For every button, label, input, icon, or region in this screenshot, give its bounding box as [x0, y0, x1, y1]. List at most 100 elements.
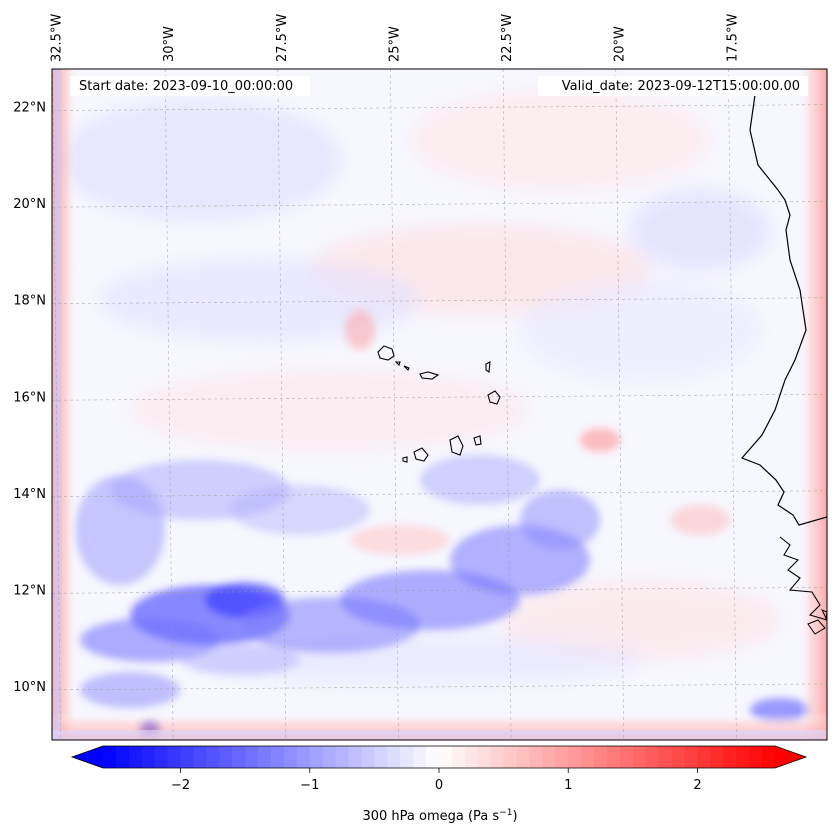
colorbar-cell-51: [762, 746, 776, 768]
lon-label-3: 25°W: [387, 26, 402, 62]
lat-label-1: 20°N: [13, 197, 46, 212]
colorbar-cell-1: [115, 746, 130, 768]
colorbar-tick-label-1: −1: [300, 778, 319, 793]
longitude-labels: 32.5°W 30°W 27.5°W 25°W 22.5°W 20°W 17.5°W: [50, 14, 741, 62]
colorbar-cell-49: [736, 746, 750, 768]
colorbar-tick-label-3: 1: [564, 778, 572, 793]
colorbar-cell-3: [141, 746, 156, 768]
colorbar-cell-13: [271, 746, 285, 768]
colorbar-cell-9: [219, 746, 233, 768]
omega-field-broad: [60, 90, 780, 685]
lat-label-5: 12°N: [13, 583, 46, 598]
colorbar-cell-44: [671, 746, 686, 768]
map-frame: [51, 68, 828, 741]
lat-label-3: 16°N: [13, 390, 46, 405]
start-date-box: [70, 76, 310, 96]
colorbar-cell-25: [426, 746, 440, 768]
colorbar-cell-0: [103, 746, 117, 768]
colorbar-tick-label-2: 0: [435, 778, 443, 793]
colorbar-cell-32: [516, 746, 531, 768]
colorbar-cell-42: [645, 746, 660, 768]
colorbar-cell-37: [581, 746, 595, 768]
colorbar-cell-11: [245, 746, 259, 768]
colorbar-cell-8: [206, 746, 220, 768]
colorbar-cell-21: [374, 746, 388, 768]
colorbar-cell-31: [503, 746, 518, 768]
colorbar-cell-43: [658, 746, 673, 768]
meridian-line-3: [390, 69, 399, 740]
colorbar-cell-20: [361, 746, 375, 768]
colorbar-cell-45: [684, 746, 699, 768]
colorbar-cell-14: [283, 746, 298, 768]
meridian-line-4: [502, 69, 512, 740]
lon-label-5: 20°W: [613, 26, 628, 62]
map-panel: Start date: 2023-09-10_00:00:00 Valid_da…: [13, 14, 828, 741]
colorbar-cell-4: [154, 746, 169, 768]
colorbar-cell-46: [697, 746, 711, 768]
colorbar-cell-10: [232, 746, 246, 768]
colorbar-cell-26: [439, 746, 453, 768]
meridian-line-5: [615, 69, 625, 740]
colorbar-cell-33: [529, 746, 543, 768]
colorbar-cell-40: [619, 746, 634, 768]
colorbar-cells: [103, 746, 776, 768]
lat-label-6: 10°N: [13, 680, 46, 695]
colorbar-cell-36: [568, 746, 582, 768]
colorbar-extend-max: [775, 746, 806, 768]
valid-date-label: Valid_date: 2023-09-12T15:00:00.00: [562, 79, 800, 94]
valid-date-box: [538, 76, 808, 96]
colorbar-tick-label-4: 2: [693, 778, 701, 793]
colorbar-outline: [70, 745, 808, 769]
colorbar: −2 −1 0 1 2 300 hPa omega (Pa s−1): [70, 745, 808, 824]
colorbar-cell-28: [464, 746, 479, 768]
colorbar-cell-12: [258, 746, 272, 768]
colorbar-cell-34: [542, 746, 556, 768]
gridlines: [52, 69, 827, 740]
colorbar-cell-30: [490, 746, 505, 768]
lon-label-1: 30°W: [162, 26, 177, 62]
lon-label-0: 32.5°W: [50, 14, 65, 62]
colorbar-cell-23: [400, 746, 414, 768]
colorbar-cell-7: [193, 746, 207, 768]
colorbar-cell-18: [335, 746, 350, 768]
colorbar-cell-6: [180, 746, 195, 768]
latitude-labels: 22°N 20°N 18°N 16°N 14°N 12°N 10°N: [13, 101, 46, 695]
colorbar-cell-16: [309, 746, 324, 768]
lon-label-6: 17.5°W: [725, 14, 740, 62]
colorbar-cell-5: [167, 746, 182, 768]
colorbar-cell-39: [607, 746, 621, 768]
omega-field-band: [75, 310, 810, 738]
colorbar-cell-27: [451, 746, 466, 768]
meridian-line-1: [164, 69, 174, 740]
colorbar-label: 300 hPa omega (Pa s−1): [362, 808, 517, 824]
lon-label-4: 22.5°W: [500, 14, 515, 62]
colorbar-cell-35: [555, 746, 569, 768]
colorbar-extend-min: [72, 746, 103, 768]
lon-label-2: 27.5°W: [275, 14, 290, 62]
colorbar-tick-label-0: −2: [171, 778, 190, 793]
colorbar-cell-19: [348, 746, 363, 768]
colorbar-cell-22: [387, 746, 401, 768]
colorbar-cell-15: [296, 746, 311, 768]
meridian-line-2: [277, 69, 287, 740]
colorbar-cell-48: [723, 746, 737, 768]
lat-label-4: 14°N: [13, 487, 46, 502]
right-edge-artifact: [798, 69, 827, 740]
colorbar-cell-38: [594, 746, 608, 768]
coastline-guinea: [779, 536, 827, 621]
lat-label-2: 18°N: [13, 294, 46, 309]
meridian-line-0: [52, 69, 61, 740]
cape-verde-islands: [377, 345, 501, 463]
colorbar-cell-47: [710, 746, 724, 768]
colorbar-ticks: −2 −1 0 1 2: [171, 768, 702, 793]
start-date-label: Start date: 2023-09-10_00:00:00: [79, 79, 293, 94]
colorbar-cell-24: [413, 746, 427, 768]
colorbar-cell-17: [322, 746, 337, 768]
colorbar-cell-29: [477, 746, 492, 768]
colorbar-cell-41: [632, 746, 647, 768]
colorbar-cell-50: [749, 746, 763, 768]
lat-label-0: 22°N: [13, 101, 46, 116]
meridian-line-6: [728, 69, 737, 740]
coastline-africa: [740, 94, 827, 526]
